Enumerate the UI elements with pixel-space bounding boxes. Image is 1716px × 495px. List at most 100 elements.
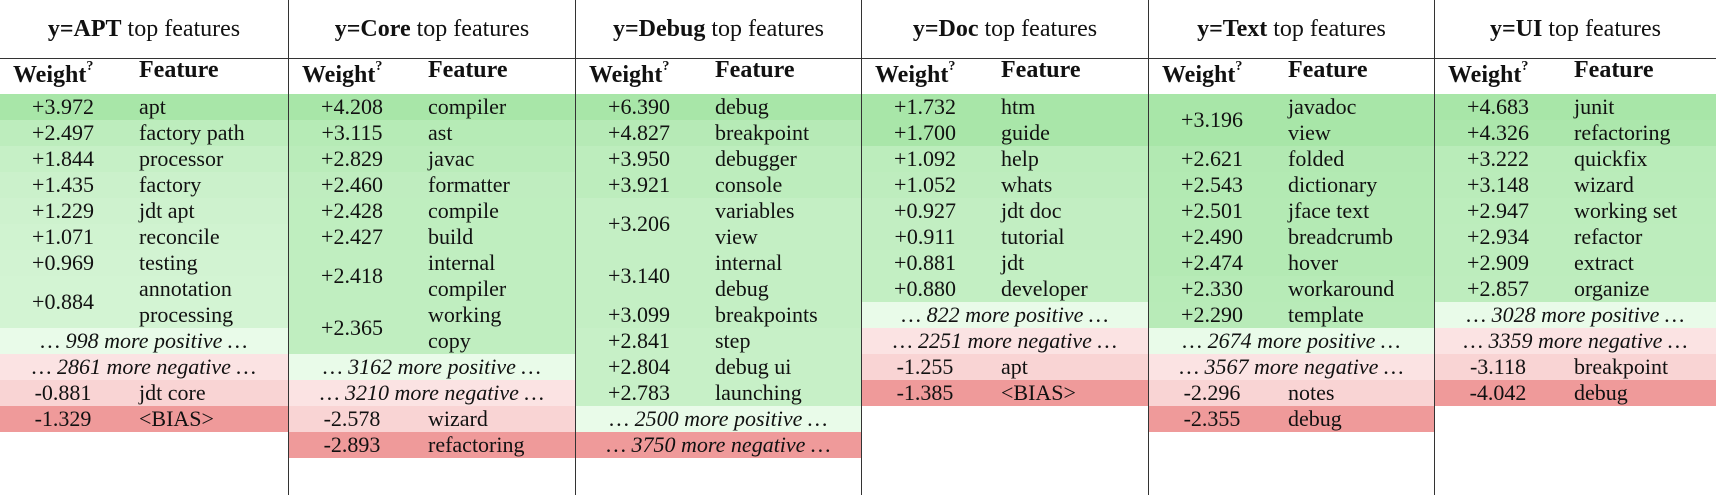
positive-feature-row: +2.909 extract — [1435, 250, 1716, 276]
positive-feature-row: +1.732 htm — [862, 94, 1148, 120]
weight-value: +2.501 — [1181, 198, 1243, 223]
positive-feature-row: +3.206 variables view — [576, 198, 861, 250]
feature-column-header: Feature — [428, 57, 508, 83]
weight-value: +2.428 — [321, 198, 383, 223]
weight-header-label: Weight — [1448, 62, 1522, 88]
weight-value: +1.700 — [894, 120, 956, 145]
positive-feature-row: +2.418 internal compiler — [289, 250, 575, 302]
positive-feature-row: +1.092 help — [862, 146, 1148, 172]
positive-feature-row: +2.829 javac — [289, 146, 575, 172]
feature-name: debug — [1288, 406, 1342, 431]
weight-value: +1.844 — [32, 146, 94, 171]
positive-feature-row: +0.880 developer — [862, 276, 1148, 302]
weight-value: -2.893 — [323, 432, 381, 457]
weight-value: +3.222 — [1467, 146, 1529, 171]
feature-name: wizard — [1574, 172, 1634, 197]
feature-column-header: Feature — [1288, 57, 1368, 83]
weight-value: -1.255 — [896, 354, 954, 379]
feature-name: javac — [428, 146, 475, 171]
feature-column-header: Feature — [1001, 57, 1081, 83]
more-features-label: … 2500 more positive … — [609, 406, 828, 431]
weight-value: +2.934 — [1467, 224, 1529, 249]
feature-name: formatter — [428, 172, 510, 197]
positive-feature-row: +3.115 ast — [289, 120, 575, 146]
more-positive-row: … 3162 more positive … — [289, 354, 575, 380]
weight-value: +2.947 — [1467, 198, 1529, 223]
feature-column-header: Feature — [139, 57, 219, 83]
weight-value: +1.052 — [894, 172, 956, 197]
weight-value: +2.427 — [321, 224, 383, 249]
positive-feature-row: +2.365 working copy — [289, 302, 575, 354]
feature-name: compile — [428, 198, 499, 223]
positive-feature-row: +3.950 debugger — [576, 146, 861, 172]
weight-help-marker[interactable]: ? — [948, 59, 956, 74]
weight-value: +2.290 — [1181, 302, 1243, 327]
weight-value: +2.365 — [321, 315, 383, 340]
positive-feature-row: +0.927 jdt doc — [862, 198, 1148, 224]
more-features-label: … 3162 more positive … — [323, 354, 541, 379]
weight-help-marker[interactable]: ? — [662, 59, 670, 74]
weight-value: +3.950 — [608, 146, 670, 171]
feature-name: javadoc — [1288, 94, 1357, 119]
weight-help-marker[interactable]: ? — [1521, 59, 1529, 74]
weight-value: +2.497 — [32, 120, 94, 145]
weight-header-label: Weight — [589, 62, 663, 88]
feature-name: console — [715, 172, 783, 197]
more-positive-row: … 3028 more positive … — [1435, 302, 1716, 328]
feature-name: developer — [1001, 276, 1088, 301]
weight-header-label: Weight — [875, 62, 949, 88]
positive-feature-row: +6.390 debug — [576, 94, 861, 120]
feature-name: factory path — [139, 120, 245, 145]
panel-title: y=Doc top features — [862, 0, 1148, 59]
weight-value: -1.385 — [896, 380, 954, 405]
weight-value: -1.329 — [34, 406, 92, 431]
feature-name: launching — [715, 380, 802, 405]
feature-name: extract — [1574, 250, 1634, 275]
more-positive-row: … 2500 more positive … — [576, 406, 861, 432]
positive-feature-row: +2.427 build — [289, 224, 575, 250]
weight-value: +2.804 — [608, 354, 670, 379]
weight-value: +3.921 — [608, 172, 670, 197]
feature-name: view — [1288, 120, 1331, 145]
panel-title: y=APT top features — [0, 0, 288, 59]
feature-name: refactoring — [1574, 120, 1671, 145]
panel-text: y=Text top features Weight? Feature +3.196 j… — [1148, 0, 1434, 495]
positive-feature-row: +2.934 refactor — [1435, 224, 1716, 250]
feature-name: working set — [1574, 198, 1678, 223]
negative-feature-row: -2.355 debug — [1149, 406, 1434, 432]
feature-name: breadcrumb — [1288, 224, 1394, 249]
positive-feature-row: +2.841 step — [576, 328, 861, 354]
weight-value: +2.418 — [321, 263, 383, 288]
positive-feature-row: +2.947 working set — [1435, 198, 1716, 224]
positive-feature-row: +2.857 organize — [1435, 276, 1716, 302]
feature-name: step — [715, 328, 751, 353]
negative-feature-row: -2.296 notes — [1149, 380, 1434, 406]
weight-value: +2.621 — [1181, 146, 1243, 171]
weight-value: +3.196 — [1181, 107, 1243, 132]
feature-name: jdt core — [139, 380, 206, 405]
weight-value: +2.841 — [608, 328, 670, 353]
weight-help-marker[interactable]: ? — [375, 59, 383, 74]
panel-title-suffix: top features — [410, 16, 530, 42]
weight-value: -0.881 — [34, 380, 92, 405]
panel-debug: y=Debug top features Weight? Feature +6.390… — [575, 0, 861, 495]
weight-help-marker[interactable]: ? — [86, 59, 94, 74]
feature-name: debugger — [715, 146, 797, 171]
feature-name: jface text — [1288, 198, 1370, 223]
weight-help-marker[interactable]: ? — [1235, 59, 1243, 74]
panel-title-class: y=Core — [334, 16, 411, 42]
weight-value: -2.296 — [1183, 380, 1241, 405]
weight-value: +1.435 — [32, 172, 94, 197]
more-features-label: … 998 more positive … — [40, 328, 248, 353]
panel-title: y=Text top features — [1149, 0, 1434, 59]
feature-name: junit — [1574, 94, 1615, 119]
feature-name: notes — [1288, 380, 1335, 405]
feature-name: copy — [428, 328, 471, 353]
more-negative-row: … 3750 more negative … — [576, 432, 861, 458]
weight-column-header: Weight? — [589, 59, 670, 89]
weight-value: +2.490 — [1181, 224, 1243, 249]
weight-value: +1.071 — [32, 224, 94, 249]
more-positive-row: … 2674 more positive … — [1149, 328, 1434, 354]
more-negative-row: … 2861 more negative … — [0, 354, 288, 380]
weight-value: +6.390 — [608, 94, 670, 119]
